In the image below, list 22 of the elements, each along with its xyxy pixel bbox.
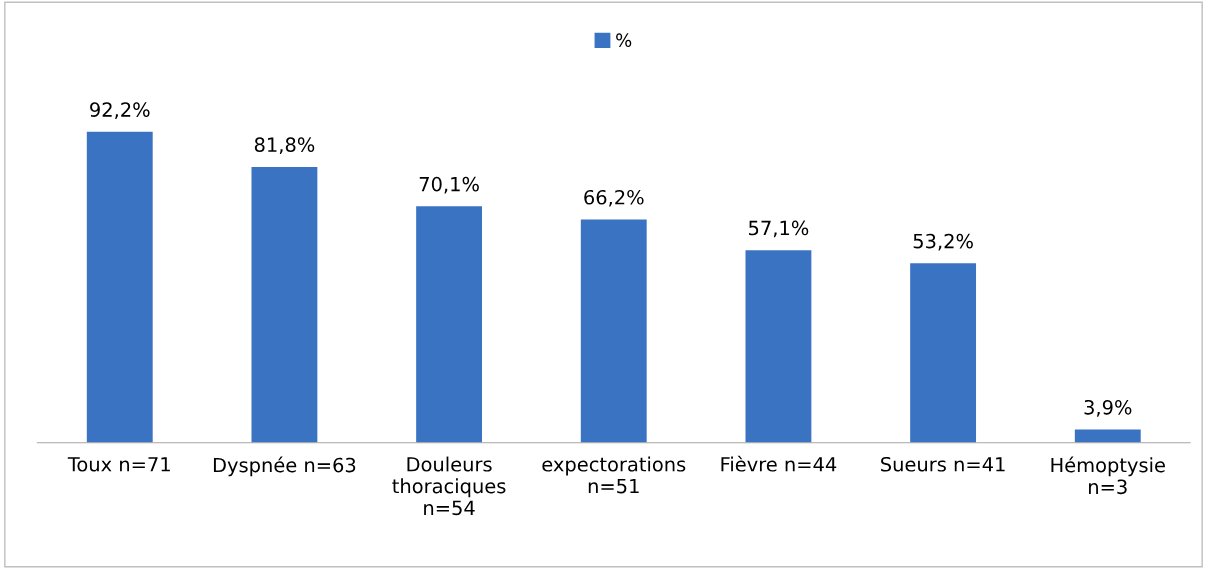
x-tick-label: Sueurs n=41 xyxy=(881,456,1005,472)
data-label: 3,9% xyxy=(1084,399,1132,417)
data-label: 57,1% xyxy=(749,220,809,238)
data-label: 92,2% xyxy=(90,102,150,119)
bar xyxy=(1074,429,1141,443)
legend-label: % xyxy=(616,33,632,47)
x-tick-label: Toux n=71 xyxy=(67,457,170,472)
bar xyxy=(416,206,483,443)
data-label: 66,2% xyxy=(584,189,644,207)
data-label: 53,2% xyxy=(913,233,973,251)
bar xyxy=(580,219,647,443)
data-label: 81,8% xyxy=(254,137,315,155)
x-tick-label: Fièvre n=44 xyxy=(721,455,837,472)
bar xyxy=(86,131,153,443)
x-tick-label: Dyspnée n=63 xyxy=(213,456,356,477)
bar xyxy=(251,166,318,443)
bar xyxy=(910,263,977,443)
x-tick-label: Douleurs thoraciques n=54 xyxy=(392,456,506,516)
data-label: 70,1% xyxy=(419,176,479,194)
bar xyxy=(745,250,812,443)
x-tick-label: expectorations n=51 xyxy=(542,456,686,494)
x-tick-label: Hémoptysie n=3 xyxy=(1051,456,1165,495)
